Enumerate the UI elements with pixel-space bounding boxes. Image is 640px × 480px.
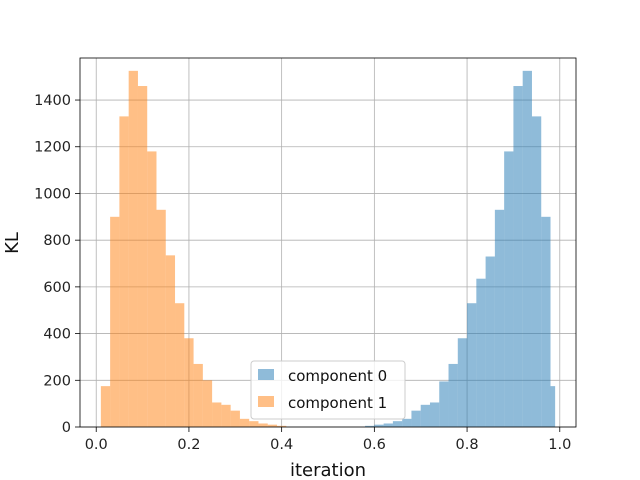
bar-component-0 [457, 338, 468, 427]
bar-component-1 [175, 303, 185, 427]
y-tick-label: 600 [43, 280, 71, 296]
legend-label-component-0: component 0 [288, 367, 387, 385]
bar-component-1 [193, 363, 203, 427]
legend-label-component-1: component 1 [288, 394, 387, 412]
y-tick-label: 1400 [34, 93, 71, 109]
bar-component-0 [439, 381, 449, 427]
bar-component-0 [429, 402, 440, 427]
bar-component-0 [485, 256, 495, 427]
bar-component-0 [365, 425, 375, 427]
y-tick-label: 1200 [34, 140, 71, 156]
bar-component-1 [212, 402, 222, 427]
bar-component-1 [165, 255, 176, 427]
x-tick-label: 1.0 [548, 437, 571, 453]
bar-component-1 [258, 423, 268, 427]
bar-component-0 [392, 421, 403, 427]
bar-component-1 [128, 70, 138, 427]
y-axis-ticks: 0 200 400 600 800 1000 1200 1400 [34, 93, 80, 436]
x-tick-label: 0.4 [270, 437, 293, 453]
plot-frame [79, 57, 577, 428]
bar-component-0 [448, 363, 458, 427]
legend-frame [250, 360, 406, 420]
bar-component-0 [513, 86, 523, 427]
x-tick-label: 0.6 [363, 437, 386, 453]
legend: component 0 component 1 [250, 360, 406, 420]
bar-component-0 [541, 216, 551, 427]
bar-component-1 [202, 380, 213, 427]
x-tick-label: 0.0 [85, 437, 108, 453]
bar-component-1 [100, 386, 111, 427]
y-tick-label: 400 [43, 327, 71, 343]
x-tick-label: 0.8 [456, 437, 479, 453]
legend-swatch-component-1 [258, 396, 274, 407]
y-tick-label: 800 [43, 233, 71, 249]
bar-component-1 [267, 424, 278, 427]
x-tick-label: 0.2 [177, 437, 200, 453]
bar-component-0 [402, 418, 412, 427]
bar-component-0 [383, 423, 393, 427]
legend-swatch-component-0 [258, 369, 274, 380]
bar-component-0 [411, 410, 421, 427]
y-tick-label: 200 [43, 373, 71, 389]
x-axis-ticks: 0.0 0.2 0.4 0.6 0.8 1.0 [85, 427, 571, 453]
bar-component-0 [504, 151, 514, 427]
bar-component-0 [522, 70, 532, 427]
y-tick-label: 0 [62, 420, 71, 436]
bar-component-0 [374, 424, 384, 427]
y-tick-label: 1000 [34, 186, 71, 202]
bar-component-0 [531, 116, 542, 427]
histogram-bars [100, 70, 556, 427]
bar-component-1 [239, 418, 250, 427]
bar-component-1 [119, 116, 129, 427]
bar-component-0 [420, 404, 430, 427]
bar-component-0 [494, 209, 505, 427]
bar-component-1 [230, 410, 240, 427]
bar-component-1 [249, 421, 259, 427]
x-axis-title: iteration [290, 460, 366, 480]
bar-component-1 [277, 425, 287, 427]
bar-component-0 [550, 386, 556, 427]
bar-component-1 [156, 209, 166, 427]
bar-component-1 [221, 404, 231, 427]
y-axis-title: KL [2, 232, 23, 254]
bar-component-1 [147, 151, 157, 427]
bar-component-1 [110, 216, 120, 427]
bar-component-0 [467, 303, 477, 427]
bar-component-1 [184, 338, 194, 427]
bar-component-1 [137, 86, 148, 427]
bar-component-0 [476, 278, 486, 427]
